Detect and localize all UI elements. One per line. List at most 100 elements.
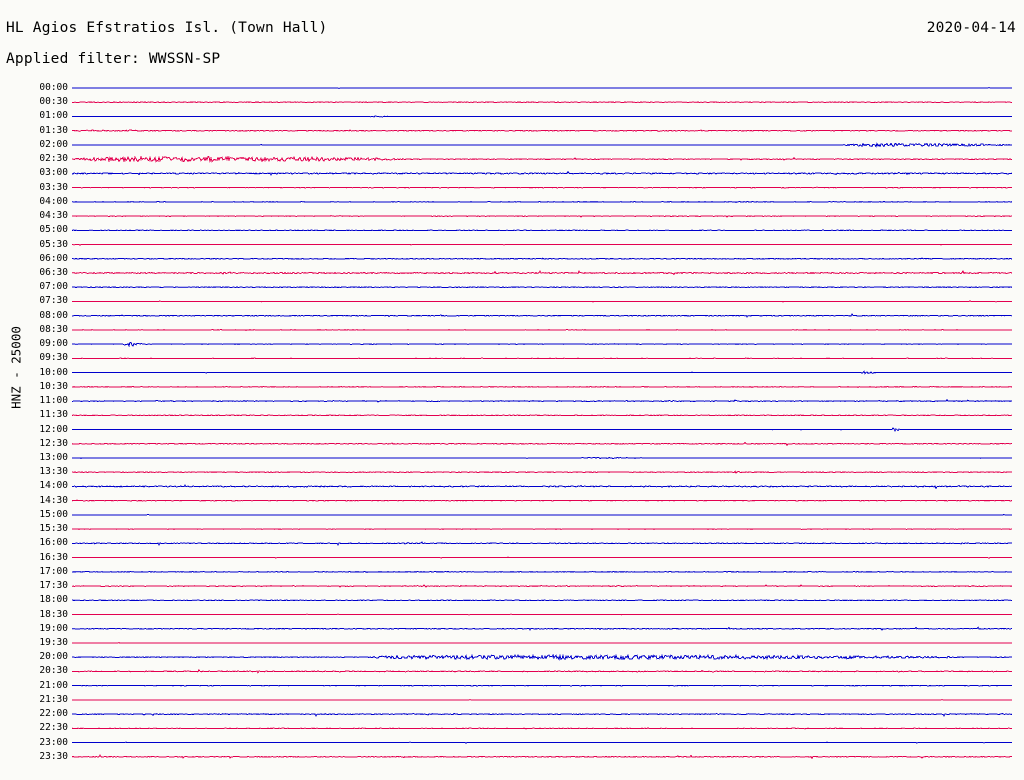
time-tick-label: 12:30: [39, 437, 68, 449]
time-tick-label: 13:30: [39, 466, 68, 478]
trace-row: [71, 653, 1012, 661]
trace-row: [72, 357, 1013, 360]
time-tick-label: 12:00: [39, 423, 68, 435]
trace-row: [71, 613, 1013, 616]
trace-row: [71, 484, 1013, 490]
trace-row: [72, 385, 1013, 389]
time-tick-label: 09:30: [39, 352, 68, 364]
time-tick-label: 16:00: [39, 537, 68, 549]
time-tick-label: 11:30: [39, 409, 68, 421]
trace-row: [71, 229, 1013, 232]
trace-row: [72, 186, 1013, 189]
time-tick-label: 15:00: [39, 508, 68, 520]
trace-row: [72, 684, 1013, 687]
trace-row: [71, 313, 1013, 318]
time-tick-label: 10:00: [39, 366, 68, 378]
time-tick-label: 22:30: [39, 722, 68, 734]
trace-row: [71, 441, 1013, 447]
trace-row: [71, 414, 1013, 417]
trace-row: [72, 668, 1013, 674]
trace-row: [72, 286, 1013, 289]
time-tick-label: 08:30: [39, 323, 68, 335]
trace-row: [72, 328, 1013, 331]
time-tick-label: 22:00: [39, 708, 68, 720]
time-tick-label: 09:00: [39, 338, 68, 350]
time-tick-label: 17:30: [39, 580, 68, 592]
trace-row: [71, 170, 1013, 177]
trace-row: [71, 541, 1013, 547]
time-tick-label: 02:30: [39, 153, 68, 165]
trace-row: [72, 398, 1013, 403]
trace-row: [72, 698, 1013, 701]
time-tick-label: 20:00: [39, 651, 68, 663]
time-tick-label: 15:30: [39, 523, 68, 535]
time-tick-label: 08:00: [39, 309, 68, 321]
trace-row: [71, 499, 1013, 502]
trace-row: [72, 513, 1013, 516]
trace-canvas: [71, 87, 1013, 760]
time-tick-label: 07:00: [39, 281, 68, 293]
time-tick-label: 05:30: [39, 238, 68, 250]
trace-row: [71, 300, 1013, 303]
trace-row: [71, 741, 1013, 744]
trace-row: [72, 570, 1012, 573]
time-tick-label: 05:00: [39, 224, 68, 236]
time-tick-label: 23:00: [39, 736, 68, 748]
time-tick-label: 04:30: [39, 210, 68, 222]
trace-row: [71, 754, 1013, 760]
time-tick-label: 13:00: [39, 451, 68, 463]
trace-row: [71, 257, 1013, 260]
time-tick-label: 06:30: [39, 266, 68, 278]
trace-row: [71, 456, 1013, 460]
time-tick-label: 02:00: [39, 138, 68, 150]
applied-filter-label: Applied filter: WWSSN-SP: [6, 51, 221, 67]
time-tick-label: 18:00: [39, 594, 68, 606]
time-tick-label: 00:30: [39, 96, 68, 108]
time-tick-label: 19:30: [39, 636, 68, 648]
trace-row: [71, 470, 1013, 474]
trace-row: [72, 142, 1013, 148]
trace-row: [72, 599, 1013, 602]
time-tick-label: 04:00: [39, 195, 68, 207]
time-tick-label: 17:00: [39, 565, 68, 577]
trace-row: [71, 341, 1013, 348]
trace-row: [71, 115, 1012, 118]
time-tick-label: 21:30: [39, 693, 68, 705]
trace-row: [71, 201, 1013, 203]
time-tick-label: 00:00: [39, 82, 68, 93]
trace-row: [71, 155, 1012, 164]
time-tick-label: 03:30: [39, 181, 68, 193]
trace-row: [71, 584, 1013, 588]
trace-row: [71, 129, 1012, 132]
trace-row: [72, 427, 1013, 433]
time-tick-label: 21:00: [39, 679, 68, 691]
time-tick-label: 18:30: [39, 608, 68, 620]
time-tick-label: 20:30: [39, 665, 68, 677]
time-tick-label: 10:30: [39, 380, 68, 392]
trace-row: [71, 269, 1013, 276]
trace-row: [71, 87, 1012, 89]
trace-row: [72, 243, 1013, 246]
record-date: 2020-04-14: [926, 20, 1016, 36]
time-tick-label: 06:00: [39, 252, 68, 264]
trace-row: [71, 528, 1013, 530]
time-tick-label: 01:00: [39, 110, 68, 122]
time-tick-label: 11:00: [39, 395, 68, 407]
trace-row: [71, 727, 1013, 730]
trace-row: [71, 626, 1013, 631]
page-title: HL Agios Efstratios Isl. (Town Hall): [6, 20, 328, 36]
time-tick-label: 14:00: [39, 480, 68, 492]
time-tick-label: 19:00: [39, 622, 68, 634]
time-tick-label: 14:30: [39, 494, 68, 506]
time-tick-label: 03:00: [39, 167, 68, 179]
trace-row: [71, 370, 1013, 375]
time-tick-label: 07:30: [39, 295, 68, 307]
trace-row: [71, 214, 1013, 218]
time-tick-label: 16:30: [39, 551, 68, 563]
trace-row: [72, 101, 1012, 103]
time-tick-label: 01:30: [39, 124, 68, 136]
trace-row: [71, 712, 1013, 717]
trace-row: [71, 556, 1012, 559]
seismogram-plot: 00:00 00:30 01:00 01:30 02:00 02:30 03:00 03:30…: [0, 78, 1024, 778]
